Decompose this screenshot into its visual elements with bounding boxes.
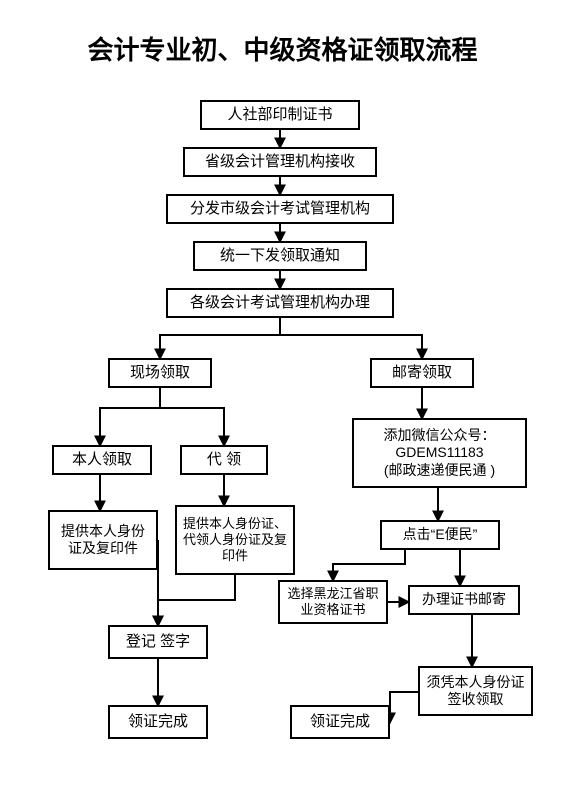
page-title: 会计专业初、中级资格证领取流程: [0, 30, 565, 67]
flow-node-n8: 本人领取: [52, 445, 152, 475]
flow-edge-5: [280, 318, 422, 358]
flow-edge-19: [390, 692, 418, 722]
flow-node-n6: 现场领取: [108, 358, 212, 388]
flow-node-n7: 邮寄领取: [370, 358, 474, 388]
flow-node-n11: 提供本人身份证及复印件: [48, 510, 158, 570]
flow-node-n1: 人社部印制证书: [200, 100, 360, 130]
flow-node-n12: 提供本人身份证、代领人身份证及复印件: [175, 505, 295, 575]
flow-edge-6: [100, 388, 160, 445]
flow-node-n13: 点击“E便民”: [380, 520, 500, 550]
flow-node-n14: 选择黑龙江省职业资格证书: [278, 580, 388, 624]
flow-edge-11: [158, 575, 235, 625]
flow-node-n15: 办理证书邮寄: [408, 585, 520, 615]
flow-node-n16: 登记 签字: [108, 625, 208, 659]
flow-node-n3: 分发市级会计考试管理机构: [166, 194, 394, 224]
flow-node-n17: 须凭本人身份证签收领取: [418, 666, 533, 716]
flow-node-n2: 省级会计管理机构接收: [183, 147, 377, 177]
flow-edge-4: [160, 318, 280, 358]
flow-node-n4: 统一下发领取通知: [193, 241, 367, 271]
flow-node-n5: 各级会计考试管理机构办理: [166, 288, 394, 318]
flow-node-n10: 添加微信公众号：GDEMS11183(邮政速递便民通 ): [352, 418, 527, 488]
flow-node-n9: 代 领: [180, 445, 268, 475]
flow-edge-15: [333, 550, 405, 580]
flow-edge-7: [160, 388, 224, 445]
flow-node-n18: 领证完成: [108, 705, 208, 739]
flow-node-n19: 领证完成: [290, 705, 390, 739]
